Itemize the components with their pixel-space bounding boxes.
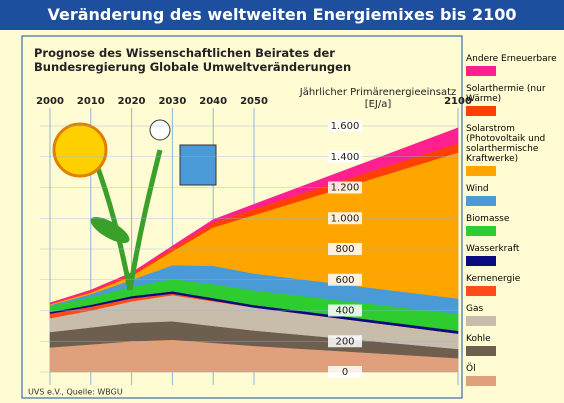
subtitle: Prognose des Wissenschaftlichen Beirates…: [34, 46, 354, 74]
legend-swatch: [466, 346, 496, 356]
y-tick-label: 800: [335, 244, 354, 255]
legend-swatch: [466, 376, 496, 386]
y-tick-label: 400: [335, 306, 354, 317]
legend-entry: Solarstrom (Photovoltaik und solarthermi…: [466, 124, 560, 176]
legend-label: Solarstrom (Photovoltaik und solarthermi…: [466, 124, 560, 164]
legend-entry: Wind: [466, 184, 560, 206]
legend-entry: Gas: [466, 304, 560, 326]
legend-swatch: [466, 166, 496, 176]
legend-label: Biomasse: [466, 214, 560, 224]
x-tick-label: 2050: [240, 96, 268, 107]
x-tick-label: 2030: [158, 96, 186, 107]
legend-label: Wind: [466, 184, 560, 194]
legend-label: Öl: [466, 364, 560, 374]
legend-label: Kohle: [466, 334, 560, 344]
y-tick-label: 1.000: [331, 213, 360, 224]
x-tick-label: 2020: [118, 96, 146, 107]
y-tick-label: 1.200: [331, 183, 360, 194]
source: UVS e.V., Quelle: WBGU: [28, 388, 123, 397]
x-tick-label: 2010: [77, 96, 105, 107]
legend-swatch: [466, 316, 496, 326]
legend-entry: Andere Erneuerbare: [466, 54, 560, 76]
legend-entry: Kernenergie: [466, 274, 560, 296]
legend-label: Wasserkraft: [466, 244, 560, 254]
legend-entry: Öl: [466, 364, 560, 386]
legend-swatch: [466, 66, 496, 76]
subtitle-box: Prognose des Wissenschaftlichen Beirates…: [34, 46, 354, 82]
legend-swatch: [466, 106, 496, 116]
legend-swatch: [466, 256, 496, 266]
legend-swatch: [466, 196, 496, 206]
legend-label: Andere Erneuerbare: [466, 54, 560, 64]
x-tick-label: 2040: [199, 96, 227, 107]
legend-swatch: [466, 226, 496, 236]
y-axis-unit: [EJ/a]: [365, 99, 392, 110]
y-tick-label: 0: [342, 367, 348, 378]
page: Veränderung des weltweiten Energiemixes …: [0, 0, 564, 403]
legend-entry: Kohle: [466, 334, 560, 356]
legend: Andere Erneuerbare Solarthermie (nur Wärm…: [466, 54, 560, 394]
y-tick-label: 1.400: [331, 152, 360, 163]
legend-label: Gas: [466, 304, 560, 314]
y-tick-label: 1.600: [331, 121, 360, 132]
y-tick-label: 600: [335, 275, 354, 286]
legend-swatch: [466, 286, 496, 296]
legend-entry: Solarthermie (nur Wärme): [466, 84, 560, 116]
x-tick-label: 2000: [36, 96, 64, 107]
legend-label: Kernenergie: [466, 274, 560, 284]
y-tick-label: 200: [335, 336, 354, 347]
y-axis-label: Jährlicher Primärenergieeinsatz: [299, 87, 457, 98]
legend-entry: Wasserkraft: [466, 244, 560, 266]
legend-label: Solarthermie (nur Wärme): [466, 84, 560, 104]
legend-entry: Biomasse: [466, 214, 560, 236]
